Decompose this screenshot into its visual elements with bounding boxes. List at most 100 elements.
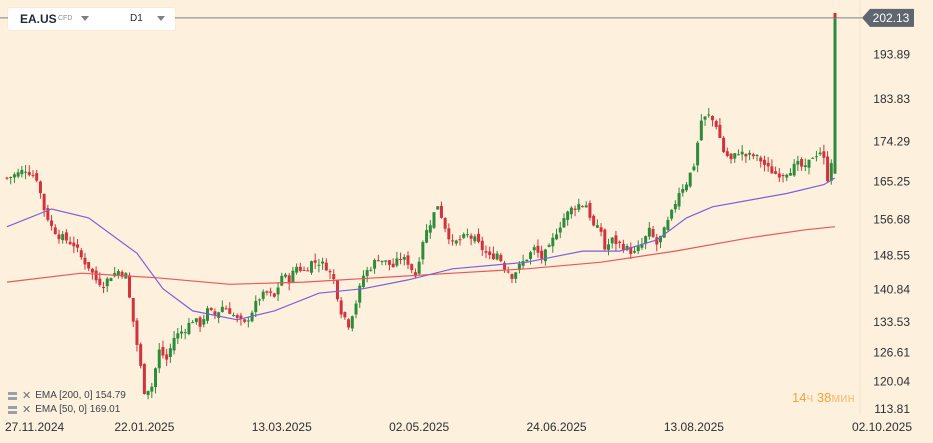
- candle-down: [447, 228, 451, 240]
- candle-down: [410, 264, 414, 271]
- x-tick-label: 13.08.2025: [664, 420, 724, 434]
- candle-up: [254, 300, 258, 313]
- candle-down: [347, 319, 351, 328]
- candle-down: [306, 270, 310, 272]
- candle-up: [358, 285, 362, 303]
- candle-down: [770, 166, 774, 174]
- indicator-settings-icon[interactable]: [8, 405, 18, 414]
- candle-down: [729, 153, 733, 160]
- candle-up: [666, 219, 670, 230]
- candle-up: [462, 234, 466, 238]
- candle-down: [335, 280, 339, 300]
- candle-up: [607, 244, 611, 250]
- candle-down: [64, 232, 68, 241]
- candle-up: [217, 312, 221, 318]
- candle-up: [748, 152, 752, 155]
- candle-up: [250, 312, 254, 322]
- candle-up: [194, 318, 198, 323]
- candle-down: [332, 274, 336, 280]
- candle-up: [551, 237, 555, 247]
- indicator-settings-icon[interactable]: [8, 391, 18, 400]
- candle-up: [187, 322, 191, 335]
- y-tick-label: 193.89: [873, 47, 910, 61]
- candle-up: [525, 259, 529, 262]
- current-candle-marker: [833, 12, 837, 18]
- candle-down: [213, 311, 217, 316]
- candle-down: [581, 206, 585, 208]
- candle-up: [521, 261, 525, 266]
- remove-indicator-icon[interactable]: ✕: [22, 404, 32, 416]
- candle-down: [42, 193, 46, 211]
- candle-down: [725, 151, 729, 157]
- candle-down: [120, 271, 124, 277]
- timeframe-dropdown-icon[interactable]: [157, 16, 165, 21]
- candle-up: [736, 154, 740, 156]
- candle-down: [228, 308, 232, 314]
- symbol-name: EA.US: [20, 12, 57, 26]
- timeframe-label[interactable]: D1: [130, 13, 143, 24]
- candle-up: [206, 308, 210, 321]
- countdown-hours-unit: ч: [806, 390, 814, 405]
- candle-down: [573, 208, 577, 210]
- countdown-minutes: 38: [816, 390, 832, 405]
- candle-down: [718, 124, 722, 139]
- candle-up: [632, 251, 636, 253]
- candle-down: [759, 157, 763, 162]
- candle-down: [38, 181, 42, 194]
- symbol-selector[interactable]: EA.US CFD D1: [8, 8, 175, 30]
- candle-up: [280, 275, 284, 286]
- candle-down: [57, 234, 61, 240]
- candle-up: [150, 386, 154, 392]
- candle-up: [558, 227, 562, 233]
- candle-down: [751, 154, 755, 157]
- candle-down: [376, 260, 380, 262]
- candle-down: [387, 260, 391, 265]
- candle-down: [399, 259, 403, 261]
- candle-up: [421, 242, 425, 260]
- candle-down: [618, 241, 622, 244]
- symbol-dropdown-icon[interactable]: [81, 16, 89, 21]
- candle-down: [491, 253, 495, 260]
- candle-down: [599, 227, 603, 232]
- candle-up: [699, 120, 703, 141]
- candle-down: [135, 320, 139, 345]
- candle-up: [703, 116, 707, 120]
- candle-up: [662, 227, 666, 238]
- candle-down: [826, 156, 830, 182]
- candle-down: [265, 291, 269, 293]
- candle-up: [569, 207, 573, 215]
- candle-down: [655, 237, 659, 245]
- indicator-ema200-legend[interactable]: ✕ EMA [200, 0] 154.79: [8, 389, 126, 402]
- candle-down: [469, 235, 473, 239]
- candle-up: [12, 174, 16, 178]
- candle-up: [796, 160, 800, 165]
- candle-up: [696, 142, 700, 166]
- candle-down: [822, 151, 826, 158]
- candle-up: [740, 151, 744, 155]
- candle-down: [477, 233, 481, 242]
- candle-up: [818, 152, 822, 155]
- candle-up: [707, 114, 711, 116]
- candle-up: [803, 165, 807, 168]
- candle-up: [555, 234, 559, 240]
- candle-down: [603, 229, 607, 250]
- y-tick-label: 140.84: [873, 282, 910, 296]
- candle-down: [165, 354, 169, 360]
- candle-up: [688, 172, 692, 187]
- candle-down: [540, 250, 544, 259]
- candle-down: [714, 121, 718, 128]
- candle-up: [180, 331, 184, 334]
- symbol-type: CFD: [58, 15, 73, 22]
- candle-down: [298, 266, 302, 271]
- candle-down: [90, 268, 94, 273]
- remove-indicator-icon[interactable]: ✕: [22, 390, 32, 402]
- candle-down: [710, 116, 714, 121]
- candle-up: [116, 271, 120, 276]
- candle-up: [681, 188, 685, 193]
- candle-down: [800, 159, 804, 167]
- indicator-ema50-legend[interactable]: ✕ EMA [50, 0] 169.01: [8, 403, 120, 416]
- candle-up: [172, 337, 176, 351]
- candle-down: [413, 272, 417, 277]
- candle-down: [272, 293, 276, 297]
